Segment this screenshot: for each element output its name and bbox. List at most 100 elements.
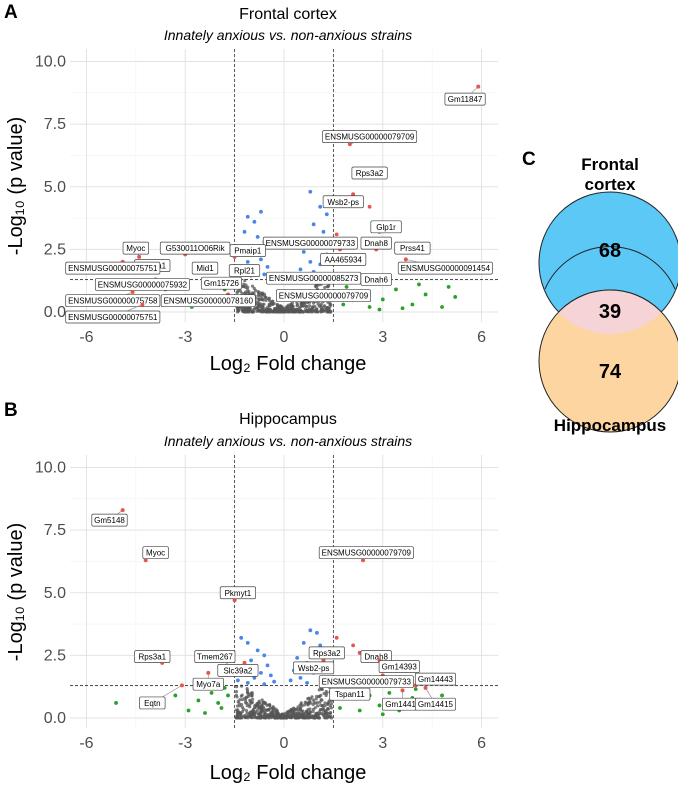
- point-both: [120, 508, 125, 513]
- ns-point: [305, 709, 309, 714]
- gene-label: ENSMUSG00000079709: [322, 549, 412, 558]
- point-p_only: [308, 628, 313, 633]
- ns-point: [243, 715, 247, 720]
- ns-point: [238, 712, 243, 717]
- ns-point: [236, 708, 240, 712]
- ns-point: [290, 715, 294, 720]
- ns-point: [246, 694, 251, 698]
- y-tick-label: 7.5: [44, 522, 66, 539]
- point-both: [334, 635, 339, 640]
- gene-label-box: [394, 241, 431, 255]
- ns-point: [246, 691, 250, 695]
- gene-label-box: [444, 92, 486, 106]
- ns-point: [304, 715, 309, 719]
- gene-label-box: [414, 697, 456, 711]
- gene-label: Wsb2-ps: [298, 664, 330, 673]
- ns-point: [235, 716, 239, 720]
- ns-point: [324, 689, 328, 694]
- point-fc_only: [377, 703, 382, 708]
- gene-label-box: [122, 241, 149, 255]
- ns-point: [260, 698, 264, 702]
- ns-point: [325, 284, 329, 289]
- gene-label-box: [200, 276, 242, 290]
- ns-point: [244, 283, 248, 287]
- point-p_only: [245, 640, 250, 645]
- point-fc_only: [410, 302, 415, 307]
- ns-point: [237, 308, 241, 312]
- gene-label: Mid1: [196, 264, 214, 273]
- y-tick-label: 10.0: [35, 460, 66, 477]
- ns-point: [316, 302, 320, 306]
- ns-point: [326, 715, 330, 719]
- gene-label: ENSMUSG00000075751: [68, 264, 158, 273]
- point-fc_only: [453, 295, 458, 299]
- gene-label: ENSMUSG00000079709: [279, 292, 369, 301]
- ns-point: [257, 712, 261, 717]
- ns-point: [273, 306, 277, 311]
- ns-point: [236, 704, 240, 708]
- ns-point: [301, 304, 305, 308]
- ns-point: [237, 701, 241, 705]
- point-fc_only: [341, 302, 346, 307]
- point-p_only: [239, 635, 244, 640]
- point-p_only: [318, 204, 323, 209]
- x-tick-label: -3: [178, 329, 192, 346]
- gene-label-box: [139, 696, 166, 710]
- gene-label-box: [318, 546, 414, 560]
- ns-point: [260, 297, 264, 301]
- ns-point: [325, 711, 329, 715]
- point-both: [206, 670, 211, 675]
- ns-point: [301, 310, 305, 314]
- gene-label: ENSMUSG00000085273: [269, 274, 359, 283]
- ns-point: [297, 715, 302, 719]
- point-both: [347, 142, 352, 147]
- y-tick-label: 2.5: [44, 647, 66, 664]
- gene-label-box: [229, 244, 266, 257]
- x-tick-label: 0: [280, 329, 289, 346]
- point-both: [137, 254, 142, 259]
- ns-point: [319, 708, 323, 712]
- gene-label-box: [160, 294, 256, 308]
- panel-a-title: Frontal cortex: [239, 6, 337, 23]
- gene-label: ENSMUSG00000079709: [325, 133, 415, 142]
- gene-label-box: [65, 261, 161, 275]
- gene-label: Dnah6: [364, 275, 388, 284]
- point-p_only: [242, 229, 247, 234]
- ns-point: [290, 713, 294, 717]
- point-p_only: [305, 681, 309, 685]
- ns-point: [245, 688, 250, 693]
- panel-b-letter: B: [4, 400, 18, 421]
- ns-point: [264, 298, 268, 302]
- panel-a-letter: A: [4, 2, 18, 23]
- gene-label-box: [308, 646, 345, 660]
- point-p_only: [259, 257, 263, 262]
- gene-label-box: [65, 294, 161, 308]
- gene-label: ENSMUSG00000079733: [266, 239, 356, 248]
- ns-point: [315, 307, 319, 311]
- gene-label-box: [397, 261, 493, 275]
- ns-point: [319, 711, 324, 716]
- ns-point: [269, 301, 273, 305]
- ns-point: [300, 709, 304, 713]
- ns-point: [234, 689, 239, 694]
- ns-point: [285, 308, 289, 312]
- ns-point: [324, 693, 328, 698]
- ns-point: [238, 698, 242, 702]
- x-tick-label: 3: [378, 735, 387, 752]
- ns-point: [253, 306, 257, 311]
- ns-point: [274, 716, 278, 720]
- ns-point: [253, 715, 257, 720]
- gene-label: G530011O06Rik: [166, 244, 226, 253]
- gene-label: AA465934: [325, 255, 363, 264]
- ns-point: [256, 294, 260, 298]
- ns-point: [316, 704, 320, 708]
- ns-point: [289, 309, 293, 314]
- point-both: [351, 643, 356, 648]
- point-fc_only: [367, 305, 372, 309]
- point-both: [179, 683, 184, 688]
- point-fc_only: [380, 297, 385, 302]
- point-p_only: [245, 214, 250, 219]
- ns-point: [245, 704, 249, 708]
- point-both: [321, 658, 326, 663]
- gene-label-box: [94, 278, 190, 291]
